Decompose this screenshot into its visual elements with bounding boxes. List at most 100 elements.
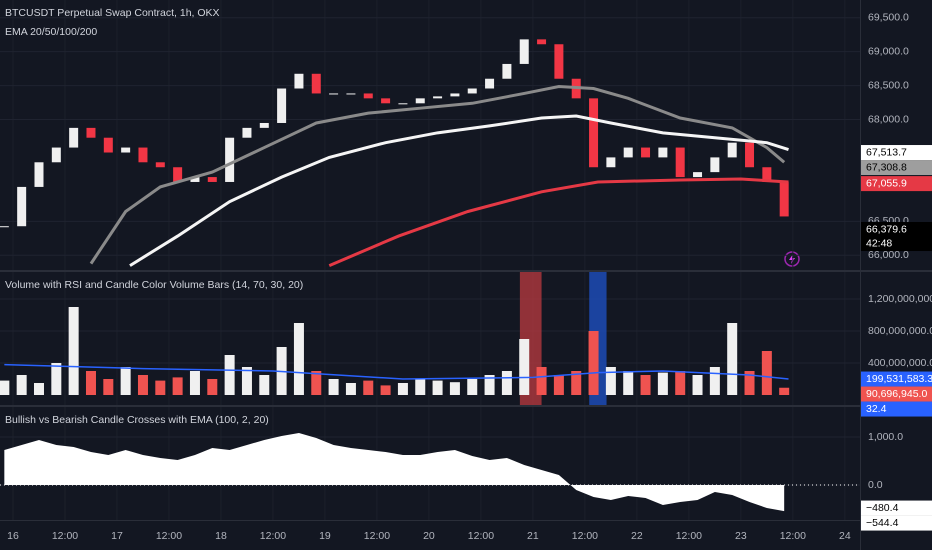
candle: [641, 147, 651, 158]
volume-bar: [779, 387, 790, 395]
y-tick-label: 400,000,000.0: [868, 357, 932, 369]
x-tick-label: 12:00: [364, 530, 390, 542]
volume-bar: [484, 375, 495, 395]
volume-bar: [380, 385, 391, 395]
alert-circle: [784, 251, 800, 267]
candle: [259, 122, 269, 128]
price-label-box: [861, 222, 932, 252]
candle: [363, 93, 373, 99]
volume-bar: [675, 371, 686, 395]
candle: [381, 98, 391, 104]
x-tick-label: 12:00: [260, 530, 286, 542]
volume-bar: [727, 323, 738, 395]
price-label-box: [861, 401, 932, 417]
candle: [277, 88, 287, 123]
candle: [433, 96, 443, 99]
candle: [225, 137, 235, 182]
y-tick-label: 1,000.0: [868, 431, 903, 443]
volume-bar: [51, 363, 62, 395]
candle: [346, 93, 356, 95]
volume-bar: [0, 380, 10, 395]
candle: [745, 142, 755, 168]
panel: 1,200,000,000.0 800,000,000.0 400,000,000.…: [0, 272, 932, 417]
volume-bar: [172, 377, 183, 395]
price-label: 32.4: [866, 403, 887, 415]
price-label: 199,531,583.3: [866, 373, 932, 385]
candle: [69, 127, 79, 148]
volume-bar: [207, 379, 218, 395]
volume-bar: [241, 367, 252, 395]
volume-bar: [761, 351, 772, 395]
volume-bar: [432, 380, 443, 395]
y-tick-label: 66,000.0: [868, 249, 909, 261]
volume-bar: [189, 371, 200, 395]
candle: [17, 186, 27, 227]
volume-bar: [120, 367, 131, 395]
candle: [51, 147, 61, 163]
volume-bar: [692, 375, 703, 395]
volume-bar: [449, 382, 460, 395]
price-label: 66,379.6: [866, 223, 907, 235]
x-tick-label: 23: [735, 530, 747, 542]
x-tick-label: 22: [631, 530, 643, 542]
volume-bar: [397, 383, 408, 395]
candle: [311, 73, 321, 94]
volume-bar: [103, 379, 114, 395]
y-tick-label: 800,000,000.0: [868, 325, 932, 337]
x-tick-label: 24: [839, 530, 851, 542]
candle: [710, 157, 720, 173]
x-tick-label: 12:00: [572, 530, 598, 542]
volume-bar: [33, 383, 44, 395]
alert-icon[interactable]: [784, 251, 800, 267]
candle: [727, 142, 737, 158]
candle: [190, 177, 200, 182]
x-tick-label: 21: [527, 530, 539, 542]
volume-bar: [311, 371, 322, 395]
y-tick-label: 69,500.0: [868, 11, 909, 23]
y-tick-label: 1,200,000,000.0: [868, 293, 932, 305]
candle: [138, 147, 148, 163]
volume-bar: [363, 380, 374, 395]
candle: [537, 39, 547, 45]
y-tick-label: 0.0: [868, 479, 883, 491]
volume-bar: [519, 339, 530, 395]
volume-bar: [571, 371, 582, 395]
candle: [242, 127, 252, 138]
price-label-box: [861, 145, 932, 161]
volume-bar: [536, 367, 547, 395]
volume-bar: [16, 375, 27, 395]
y-tick-label: 69,000.0: [868, 45, 909, 57]
x-tick-label: 12:00: [676, 530, 702, 542]
volume-bar: [709, 367, 720, 395]
volume-bar: [68, 307, 79, 395]
volume-bar: [259, 375, 270, 395]
volume-bar: [155, 380, 166, 395]
volume-bar: [744, 371, 755, 395]
candle: [207, 177, 217, 182]
candle: [467, 88, 477, 94]
price-label-box: [861, 386, 932, 402]
candle: [502, 63, 512, 79]
panel: 1,000.0 0.0 Bullish vs Bearish Candle Cros…: [0, 407, 932, 542]
candle: [0, 226, 9, 228]
volume-bar: [224, 355, 235, 395]
price-label-box: [861, 515, 932, 531]
candle: [121, 147, 131, 153]
volume-bar: [293, 323, 304, 395]
panel-title: BTCUSDT Perpetual Swap Contract, 1h, OKX: [5, 7, 220, 19]
volume-bar: [85, 371, 96, 395]
volume-bar: [623, 371, 634, 395]
candle: [450, 93, 460, 97]
candle: [155, 162, 165, 168]
panel: 69,500.069,000.068,500.068,000.066,500.0…: [0, 0, 932, 270]
panel-title: Bullish vs Bearish Candle Crosses with E…: [5, 414, 269, 426]
candle: [329, 93, 339, 95]
volume-bar: [467, 379, 478, 395]
price-label: 67,055.9: [866, 177, 907, 189]
candle: [606, 157, 616, 168]
x-tick-label: 12:00: [52, 530, 78, 542]
candle: [485, 78, 495, 89]
volume-bar: [415, 379, 426, 395]
series-line: [89, 85, 786, 265]
